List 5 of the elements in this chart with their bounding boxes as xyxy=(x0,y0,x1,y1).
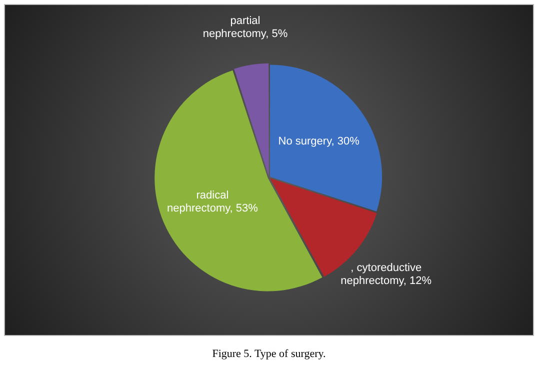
slice-label: radical nephrectomy, 53% xyxy=(167,189,258,214)
caption: Figure 5. Type of surgery. xyxy=(211,348,327,360)
slice-label: partial nephrectomy, 5% xyxy=(202,14,288,40)
slice-label: No surgery, 30% xyxy=(278,135,360,148)
slice-label: , cytoreductive nephrectomy, 12% xyxy=(340,262,432,287)
